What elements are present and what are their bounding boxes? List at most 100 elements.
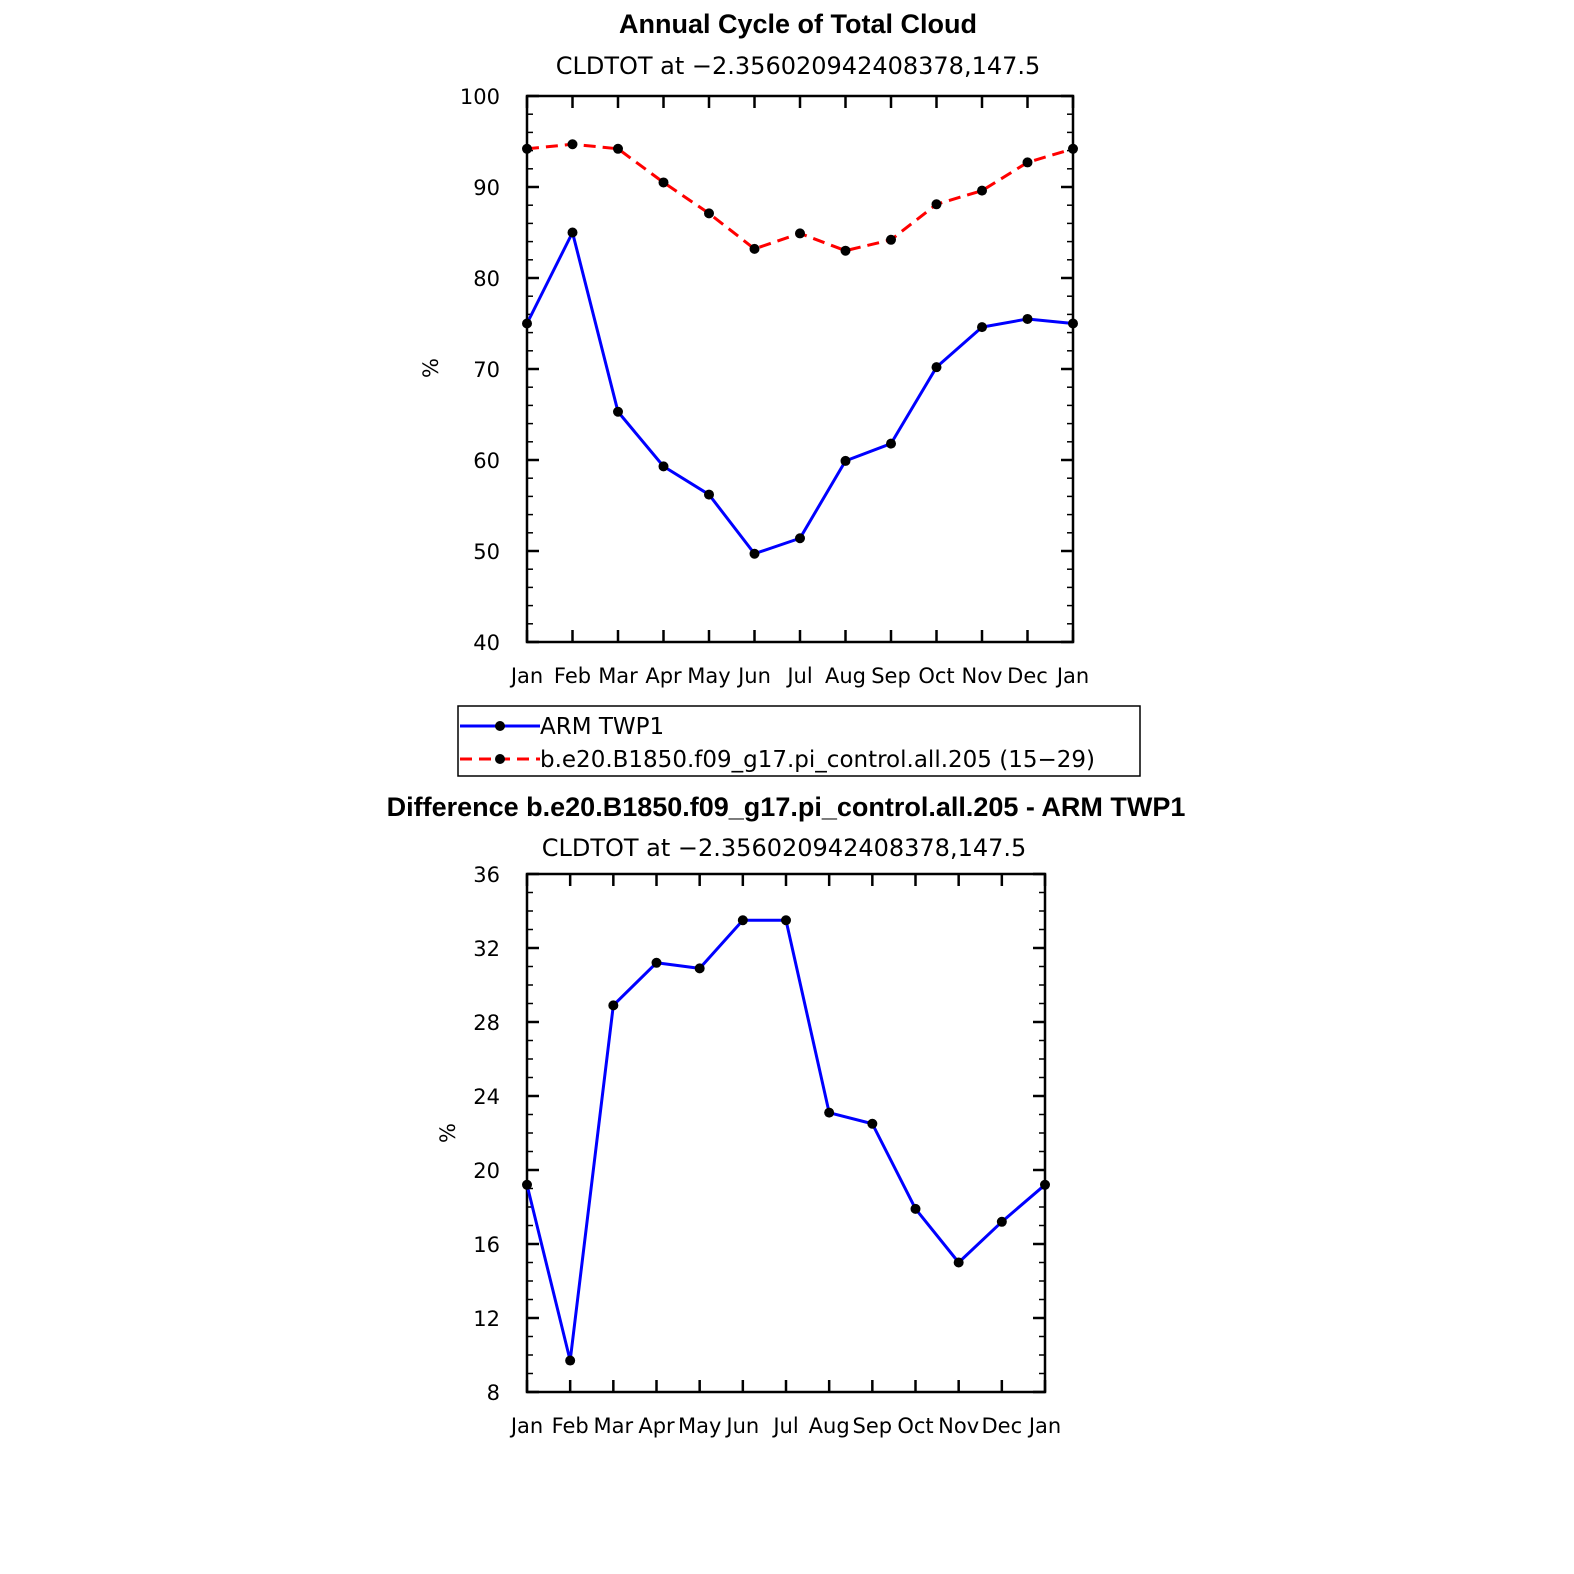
- x-tick-label: Jan: [1055, 664, 1089, 688]
- x-tick-label: Apr: [638, 1414, 675, 1438]
- x-tick-label: Aug: [809, 1414, 850, 1438]
- difference-chart: Difference b.e20.B1850.f09_g17.pi_contro…: [387, 792, 1186, 1438]
- y-tick-label: 36: [473, 863, 500, 887]
- x-tick-label: Feb: [554, 664, 591, 688]
- difference-marks: Jan Feb Mar Apr May Jun Jul Aug Sep Oct Nov Dec Jan8…: [473, 863, 1061, 1438]
- y-tick-label: 8: [487, 1381, 500, 1405]
- data-point: [977, 322, 987, 333]
- data-point: [522, 143, 532, 154]
- data-point: [522, 318, 532, 329]
- x-tick-label: Jan: [509, 664, 543, 688]
- data-point: [651, 957, 662, 968]
- x-tick-label: Jan: [1027, 1414, 1061, 1438]
- data-point: [565, 1355, 576, 1366]
- data-point: [1040, 1179, 1050, 1190]
- chart-subtitle: CLDTOT at −2.356020942408378,147.5: [542, 834, 1027, 862]
- x-tick-label: Jan: [509, 1414, 543, 1438]
- plot-frame: [525, 94, 1075, 644]
- annual-cycle-chart: Annual Cycle of Total Cloud CLDTOT at −2…: [419, 9, 1089, 688]
- x-tick-label: Nov: [962, 664, 1003, 688]
- x-tick-label: Jun: [724, 1414, 759, 1438]
- data-point: [795, 228, 805, 239]
- data-point: [1022, 157, 1033, 168]
- data-point: [931, 362, 942, 373]
- data-point: [737, 915, 748, 926]
- y-tick-label: 50: [473, 540, 500, 564]
- data-point: [781, 915, 791, 926]
- data-point: [867, 1118, 878, 1129]
- data-point: [910, 1203, 921, 1214]
- y-tick-label: 20: [473, 1159, 500, 1183]
- data-point: [931, 199, 942, 210]
- y-tick-label: 32: [473, 937, 500, 961]
- y-tick-label: 40: [473, 631, 500, 655]
- data-point: [658, 461, 669, 472]
- x-tick-label: Oct: [897, 1414, 933, 1438]
- y-axis-label: %: [419, 358, 443, 378]
- data-point: [613, 406, 623, 417]
- data-point: [522, 1179, 532, 1190]
- x-tick-label: May: [678, 1414, 721, 1438]
- annual-cycle-marks: Jan Feb Mar Apr May Jun Jul Aug Sep Oct Nov Dec Jan 4…: [460, 85, 1089, 688]
- y-tick-label: 100: [460, 85, 500, 109]
- data-point: [694, 963, 705, 974]
- data-point: [704, 489, 714, 500]
- data-point: [567, 139, 578, 150]
- data-point: [840, 245, 851, 256]
- data-point: [1022, 313, 1033, 324]
- data-point: [824, 1107, 835, 1118]
- data-point: [749, 548, 760, 559]
- x-tick-label: Jun: [736, 664, 771, 688]
- data-point: [749, 243, 760, 254]
- data-point: [567, 227, 578, 238]
- chart-subtitle: CLDTOT at −2.356020942408378,147.5: [556, 52, 1041, 80]
- x-tick-label: Apr: [645, 664, 682, 688]
- legend: ARM TWP1 b.e20.B1850.f09_g17.pi_control.…: [457, 705, 1141, 777]
- x-tick-label: Mar: [598, 664, 638, 688]
- y-tick-label: 28: [473, 1011, 500, 1035]
- x-tick-label: Sep: [871, 664, 911, 688]
- data-point: [1068, 143, 1078, 154]
- chart-title: Annual Cycle of Total Cloud: [619, 9, 977, 39]
- y-tick-label: 24: [473, 1085, 500, 1109]
- x-tick-label: Aug: [825, 664, 866, 688]
- chart-title: Difference b.e20.B1850.f09_g17.pi_contro…: [387, 792, 1186, 822]
- data-point: [977, 185, 987, 196]
- legend-label-model: b.e20.B1850.f09_g17.pi_control.all.205 (…: [540, 747, 1095, 773]
- x-tick-label: Sep: [853, 1414, 893, 1438]
- data-point: [608, 1000, 619, 1011]
- y-tick-label: 90: [473, 176, 500, 200]
- x-tick-label: May: [687, 664, 730, 688]
- x-tick-label: Nov: [938, 1414, 979, 1438]
- y-tick-label: 70: [473, 358, 500, 382]
- legend-label-arm: ARM TWP1: [540, 714, 664, 740]
- x-tick-label: Dec: [1007, 664, 1048, 688]
- data-point: [996, 1216, 1007, 1227]
- x-tick-label: Jul: [771, 1414, 798, 1438]
- y-axis-label: %: [436, 1123, 460, 1143]
- y-tick-label: 80: [473, 267, 500, 291]
- plot-frame: [525, 872, 1047, 1394]
- data-point: [613, 143, 623, 154]
- data-point: [886, 438, 896, 449]
- y-tick-label: 16: [473, 1233, 500, 1257]
- legend-box: [457, 705, 1141, 777]
- y-tick-label: 60: [473, 449, 500, 473]
- y-tick-label: 12: [473, 1307, 500, 1331]
- data-point: [795, 533, 805, 544]
- data-point: [704, 208, 714, 219]
- x-tick-label: Dec: [982, 1414, 1023, 1438]
- legend-marker-model: [495, 754, 505, 764]
- x-tick-label: Jul: [785, 664, 812, 688]
- data-point: [658, 177, 669, 188]
- data-point: [886, 234, 896, 245]
- data-point: [1068, 318, 1078, 329]
- data-point: [840, 455, 851, 466]
- series-line-0: [525, 231, 1074, 556]
- series-line-0: [525, 918, 1046, 1363]
- data-point: [953, 1257, 964, 1268]
- x-tick-label: Oct: [918, 664, 954, 688]
- x-tick-label: Feb: [552, 1414, 589, 1438]
- legend-marker-arm: [495, 721, 505, 731]
